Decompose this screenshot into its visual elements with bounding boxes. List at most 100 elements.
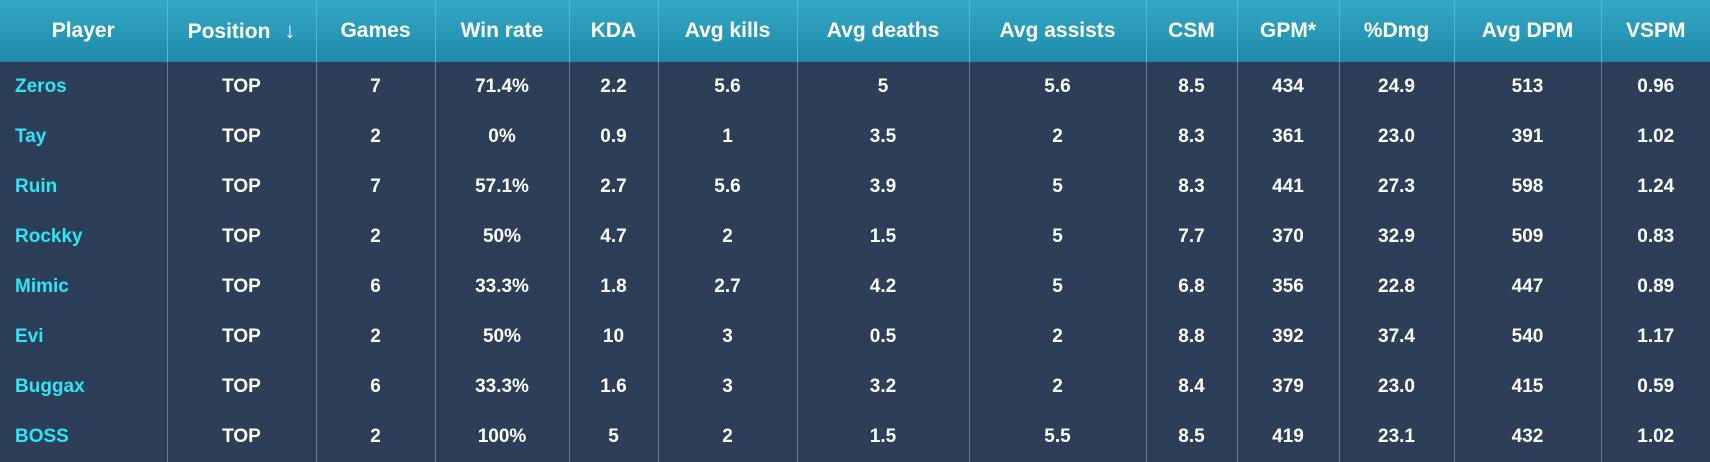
cell-avg-assists: 2 bbox=[968, 362, 1146, 412]
cell-avg-deaths: 1.5 bbox=[796, 412, 969, 462]
column-header-label: Avg deaths bbox=[826, 19, 940, 42]
table-row: BOSS TOP 2 100% 5 2 1.5 5.5 8.5 419 23.1 432 1.02 bbox=[0, 412, 1710, 462]
cell-dmg-pct: 23.0 bbox=[1338, 362, 1454, 412]
cell-win-rate: 100% bbox=[434, 412, 569, 462]
cell-csm: 8.3 bbox=[1145, 162, 1237, 212]
column-header-vspm[interactable]: VSPM bbox=[1600, 0, 1710, 62]
cell-vspm: 1.02 bbox=[1600, 412, 1710, 462]
column-header-position[interactable]: Position ↓ bbox=[166, 0, 316, 62]
player-link[interactable]: Ruin bbox=[15, 176, 58, 197]
cell-dmg-pct: 24.9 bbox=[1338, 62, 1454, 112]
table-header: Player Position ↓ Games Win rate KDA Avg kills… bbox=[0, 0, 1710, 62]
cell-games: 6 bbox=[315, 362, 435, 412]
cell-gpm: 434 bbox=[1236, 62, 1339, 112]
cell-avg-kills: 1 bbox=[657, 112, 797, 162]
column-header-player[interactable]: Player bbox=[0, 0, 167, 62]
cell-gpm: 441 bbox=[1236, 162, 1339, 212]
cell-gpm: 361 bbox=[1236, 112, 1339, 162]
cell-avg-deaths: 3.2 bbox=[796, 362, 969, 412]
cell-gpm: 419 bbox=[1236, 412, 1339, 462]
cell-position: TOP bbox=[166, 162, 316, 212]
table-row: Tay TOP 2 0% 0.9 1 3.5 2 8.3 361 23.0 391 1.02 bbox=[0, 112, 1710, 162]
cell-position: TOP bbox=[166, 262, 316, 312]
cell-win-rate: 33.3% bbox=[434, 362, 569, 412]
player-link[interactable]: Zeros bbox=[15, 76, 67, 97]
player-link[interactable]: Buggax bbox=[15, 376, 85, 397]
column-header-label: Player bbox=[51, 19, 115, 42]
cell-position: TOP bbox=[166, 312, 316, 362]
cell-avg-kills: 2 bbox=[657, 412, 797, 462]
column-header-csm[interactable]: CSM bbox=[1145, 0, 1237, 62]
table-row: Mimic TOP 6 33.3% 1.8 2.7 4.2 5 6.8 356 22.8 447 0.8… bbox=[0, 262, 1710, 312]
column-header-label: Win rate bbox=[460, 19, 544, 42]
column-header-avg-assists[interactable]: Avg assists bbox=[968, 0, 1146, 62]
column-header-dmg-pct[interactable]: %Dmg bbox=[1338, 0, 1454, 62]
cell-dmg-pct: 22.8 bbox=[1338, 262, 1454, 312]
cell-avg-dpm: 415 bbox=[1453, 362, 1601, 412]
column-header-avg-deaths[interactable]: Avg deaths bbox=[796, 0, 969, 62]
cell-player: Evi bbox=[0, 312, 167, 362]
cell-avg-assists: 5 bbox=[968, 162, 1146, 212]
column-header-avg-kills[interactable]: Avg kills bbox=[657, 0, 797, 62]
cell-player: Mimic bbox=[0, 262, 167, 312]
cell-win-rate: 33.3% bbox=[434, 262, 569, 312]
player-link[interactable]: Mimic bbox=[15, 276, 69, 297]
cell-avg-kills: 2.7 bbox=[657, 262, 797, 312]
column-header-label: Avg kills bbox=[684, 19, 771, 42]
cell-csm: 7.7 bbox=[1145, 212, 1237, 262]
column-header-win-rate[interactable]: Win rate bbox=[434, 0, 569, 62]
cell-games: 7 bbox=[315, 62, 435, 112]
cell-games: 2 bbox=[315, 412, 435, 462]
column-header-kda[interactable]: KDA bbox=[568, 0, 658, 62]
cell-avg-deaths: 4.2 bbox=[796, 262, 969, 312]
cell-games: 2 bbox=[315, 112, 435, 162]
table-row: Zeros TOP 7 71.4% 2.2 5.6 5 5.6 8.5 434 24.9 513 0.9… bbox=[0, 62, 1710, 112]
column-header-label: Avg DPM bbox=[1481, 19, 1574, 42]
cell-win-rate: 0% bbox=[434, 112, 569, 162]
cell-avg-dpm: 509 bbox=[1453, 212, 1601, 262]
cell-dmg-pct: 37.4 bbox=[1338, 312, 1454, 362]
cell-avg-kills: 3 bbox=[657, 362, 797, 412]
cell-avg-kills: 5.6 bbox=[657, 162, 797, 212]
cell-avg-dpm: 540 bbox=[1453, 312, 1601, 362]
cell-avg-assists: 5 bbox=[968, 212, 1146, 262]
header-row: Player Position ↓ Games Win rate KDA Avg kills… bbox=[0, 0, 1710, 62]
cell-dmg-pct: 23.1 bbox=[1338, 412, 1454, 462]
cell-gpm: 379 bbox=[1236, 362, 1339, 412]
player-link[interactable]: Evi bbox=[15, 326, 44, 347]
cell-player: Rockky bbox=[0, 212, 167, 262]
column-header-games[interactable]: Games bbox=[315, 0, 435, 62]
cell-avg-deaths: 3.9 bbox=[796, 162, 969, 212]
column-header-gpm[interactable]: GPM* bbox=[1236, 0, 1339, 62]
sort-down-arrow-icon[interactable]: ↓ bbox=[284, 18, 296, 43]
player-link[interactable]: Rockky bbox=[15, 226, 83, 247]
player-link[interactable]: BOSS bbox=[15, 426, 69, 447]
cell-avg-dpm: 513 bbox=[1453, 62, 1601, 112]
cell-avg-deaths: 0.5 bbox=[796, 312, 969, 362]
cell-win-rate: 71.4% bbox=[434, 62, 569, 112]
column-header-label: GPM* bbox=[1259, 19, 1316, 42]
cell-kda: 10 bbox=[568, 312, 658, 362]
cell-avg-assists: 5.5 bbox=[968, 412, 1146, 462]
cell-avg-assists: 5 bbox=[968, 262, 1146, 312]
cell-avg-dpm: 432 bbox=[1453, 412, 1601, 462]
cell-avg-assists: 5.6 bbox=[968, 62, 1146, 112]
player-link[interactable]: Tay bbox=[15, 126, 47, 147]
cell-vspm: 1.24 bbox=[1600, 162, 1710, 212]
cell-position: TOP bbox=[166, 412, 316, 462]
table-row: Buggax TOP 6 33.3% 1.6 3 3.2 2 8.4 379 23.0 415 0.59 bbox=[0, 362, 1710, 412]
cell-kda: 5 bbox=[568, 412, 658, 462]
cell-avg-kills: 2 bbox=[657, 212, 797, 262]
column-header-label: CSM bbox=[1168, 19, 1215, 42]
cell-csm: 6.8 bbox=[1145, 262, 1237, 312]
cell-kda: 0.9 bbox=[568, 112, 658, 162]
cell-avg-dpm: 391 bbox=[1453, 112, 1601, 162]
cell-win-rate: 50% bbox=[434, 212, 569, 262]
column-header-avg-dpm[interactable]: Avg DPM bbox=[1453, 0, 1601, 62]
cell-position: TOP bbox=[166, 112, 316, 162]
cell-vspm: 0.59 bbox=[1600, 362, 1710, 412]
table-row: Rockky TOP 2 50% 4.7 2 1.5 5 7.7 370 32.9 509 0.83 bbox=[0, 212, 1710, 262]
cell-vspm: 0.89 bbox=[1600, 262, 1710, 312]
cell-avg-kills: 5.6 bbox=[657, 62, 797, 112]
